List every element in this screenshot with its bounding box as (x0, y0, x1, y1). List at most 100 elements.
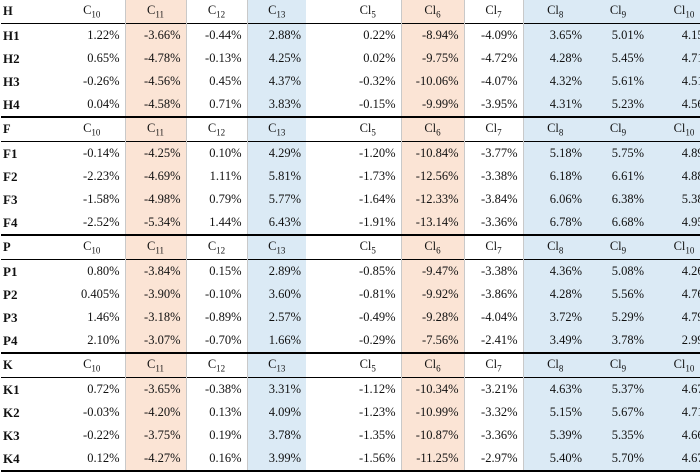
table-cell: -4.78% (124, 47, 186, 70)
table-cell: -3.38% (463, 259, 523, 283)
table-cell: -4.04% (463, 306, 523, 329)
table-cell: 0.10% (185, 141, 247, 165)
table-cell: 4.28% (522, 47, 587, 70)
column-gap (306, 70, 335, 93)
subscript: 5 (371, 363, 376, 374)
table-cell: 4.51% (649, 70, 700, 93)
table-cell: 6.43% (246, 211, 306, 235)
subscript: 9 (621, 9, 627, 20)
subscript: 8 (558, 127, 564, 138)
subscript: 7 (497, 9, 502, 20)
table-cell: -4.20% (124, 401, 186, 424)
table-cell: 2.99% (649, 329, 700, 353)
table-cell: 5.56% (587, 283, 649, 306)
table-cell: 0.02% (363, 51, 396, 65)
column-header: Cl6 (400, 117, 464, 142)
subscript: 10 (685, 9, 695, 20)
table-cell: -9.92% (400, 283, 464, 306)
table-cell: 5.38% (649, 188, 700, 211)
table-cell: 3.83% (246, 93, 306, 117)
column-gap (306, 188, 335, 211)
table-cell: -0.14% (83, 146, 120, 160)
subscript: 9 (621, 127, 627, 138)
column-header: Cl6 (400, 235, 464, 260)
table-cell: -0.03% (83, 405, 120, 419)
table-cell: 5.81% (246, 165, 306, 188)
table-cell: -0.81% (359, 287, 396, 301)
table-cell: -3.95% (463, 93, 523, 117)
table-cell: -3.86% (463, 283, 523, 306)
table-cell: -4.98% (124, 188, 186, 211)
table-cell: 1.66% (246, 329, 306, 353)
table-cell: -3.77% (463, 141, 523, 165)
subscript: 13 (276, 363, 286, 374)
table-cell: 4.36% (522, 259, 587, 283)
table-cell: -4.25% (124, 141, 186, 165)
subscript: 6 (436, 363, 441, 374)
table-cell: 4.67% (649, 447, 700, 471)
table-cell: 5.61% (587, 70, 649, 93)
block-label: F (3, 122, 11, 136)
table-cell: -8.94% (400, 23, 464, 47)
column-header: Cl7 (463, 117, 523, 142)
subscript: 13 (276, 245, 286, 256)
subscript: 10 (91, 9, 101, 20)
subscript: 8 (558, 363, 564, 374)
column-gap (306, 24, 335, 48)
subscript: 10 (685, 363, 695, 374)
table-cell: 4.67% (649, 377, 700, 401)
table-cell: -0.70% (185, 329, 247, 353)
subscript: 12 (216, 127, 226, 138)
header-row: P C10 C11 C12 C13 Cl5 Cl6 Cl7 Cl8 Cl9 Cl10 (1, 235, 700, 260)
subscript: 5 (371, 245, 376, 256)
column-header: Cl6 (400, 0, 464, 24)
column-header: Cl10 (649, 117, 700, 142)
column-header: C10 (83, 121, 101, 138)
table-cell: 5.75% (587, 141, 649, 165)
row-label: F1 (3, 145, 18, 161)
table-cell: 5.67% (587, 401, 649, 424)
table-cell: 0.72% (87, 382, 120, 396)
table-cell: 6.68% (587, 211, 649, 235)
table-cell: -0.26% (83, 74, 120, 88)
table-cell: -3.75% (124, 424, 186, 447)
row-label: P3 (3, 309, 18, 325)
subscript: 10 (91, 127, 101, 138)
column-header: Cl10 (649, 0, 700, 24)
table-cell: 1.46% (87, 310, 120, 324)
column-header: C12 (185, 353, 247, 378)
table-cell: 4.37% (246, 70, 306, 93)
table-row: K3 -0.22% -3.75% 0.19% 3.78% -1.35% -10.87% -3.… (1, 424, 700, 447)
table-cell: 6.61% (587, 165, 649, 188)
table-cell: 5.35% (587, 424, 649, 447)
row-label: P2 (3, 286, 18, 302)
column-header: Cl5 (359, 239, 376, 256)
column-header: Cl7 (463, 0, 523, 24)
table-cell: 0.65% (87, 51, 120, 65)
column-header: C11 (124, 353, 186, 378)
table-cell: 0.405% (80, 287, 120, 301)
table-cell: 4.95% (649, 211, 700, 235)
block-label: P (3, 240, 11, 254)
table-cell: 4.76% (649, 283, 700, 306)
table-cell: -0.85% (359, 264, 396, 278)
table-cell: -3.65% (124, 377, 186, 401)
table-cell: 0.71% (185, 93, 247, 117)
table-cell: 4.15% (649, 23, 700, 47)
table-cell: 6.38% (587, 188, 649, 211)
table-cell: -0.89% (185, 306, 247, 329)
column-gap (306, 306, 335, 329)
column-header: Cl9 (587, 235, 649, 260)
subscript: 10 (685, 245, 695, 256)
table-cell: 4.09% (246, 401, 306, 424)
column-header: C11 (124, 235, 186, 260)
table-cell: -5.34% (124, 211, 186, 235)
column-header: C13 (246, 235, 306, 260)
table-cell: 2.89% (246, 259, 306, 283)
subscript: 11 (155, 127, 164, 138)
table-row: P1 0.80% -3.84% 0.15% 2.89% -0.85% -9.47% -3.38… (1, 259, 700, 283)
table-cell: -4.09% (463, 23, 523, 47)
row-label: H1 (3, 27, 20, 43)
